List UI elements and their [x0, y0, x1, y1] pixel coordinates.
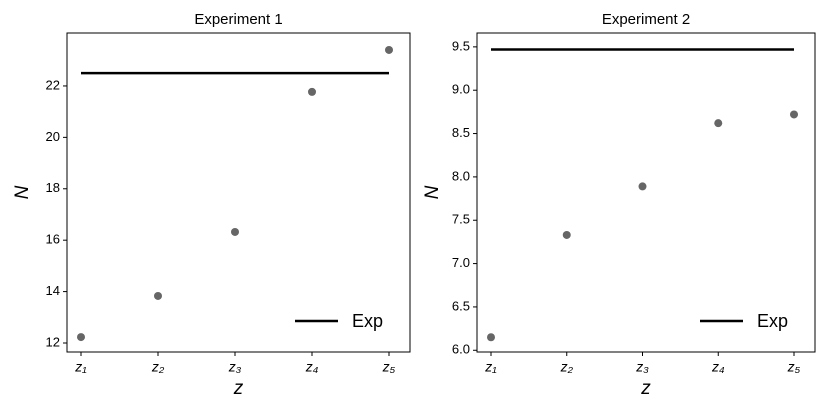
y-tick-label: 6.5	[452, 298, 470, 313]
y-tick-label: 9.5	[452, 38, 470, 53]
x-tick-label: z₁	[74, 359, 87, 375]
y-axis-label: N	[12, 185, 33, 199]
plot-frame	[66, 32, 411, 353]
x-axis-label: z	[233, 378, 244, 399]
x-tick-label: z₄	[711, 359, 725, 375]
x-axis-label: z	[640, 378, 651, 399]
x-tick-label: z₂	[151, 359, 165, 375]
y-tick-label: 18	[46, 180, 60, 195]
y-tick-label: 6.0	[452, 342, 470, 357]
legend-label: Exp	[757, 311, 788, 331]
point	[154, 291, 162, 300]
y-tick-label: 22	[46, 77, 60, 92]
point	[385, 45, 393, 54]
chart-title: Experiment 2	[602, 11, 690, 28]
x-tick-label: z₅	[787, 359, 801, 375]
y-tick-label: 8.0	[452, 168, 470, 183]
y-tick-label: 12	[46, 334, 60, 349]
x-tick-label: z₅	[382, 359, 396, 375]
chart-title: Experiment 1	[194, 11, 282, 28]
y-tick-label: 7.5	[452, 212, 470, 227]
point	[77, 333, 85, 342]
point	[638, 182, 647, 191]
x-tick-label: z₄	[305, 359, 319, 375]
point	[487, 333, 495, 342]
y-tick-label: 9.0	[452, 82, 470, 97]
x-tick-label: z₂	[560, 359, 574, 375]
y-axis-label: N	[422, 185, 443, 199]
point	[308, 87, 316, 96]
y-tick-label: 20	[46, 129, 60, 144]
y-tick-label: 7.0	[452, 255, 470, 270]
y-tick-label: 16	[46, 232, 60, 247]
y-tick-label: 8.5	[452, 125, 470, 140]
point	[790, 110, 798, 119]
point	[714, 119, 723, 128]
point	[231, 227, 239, 236]
plot-frame	[476, 32, 816, 353]
x-tick-label: z₃	[228, 359, 242, 375]
legend-label: Exp	[352, 311, 383, 331]
y-tick-label: 14	[46, 283, 60, 298]
x-tick-label: z₃	[635, 359, 649, 375]
point	[562, 230, 571, 239]
x-tick-label: z₁	[484, 359, 497, 375]
